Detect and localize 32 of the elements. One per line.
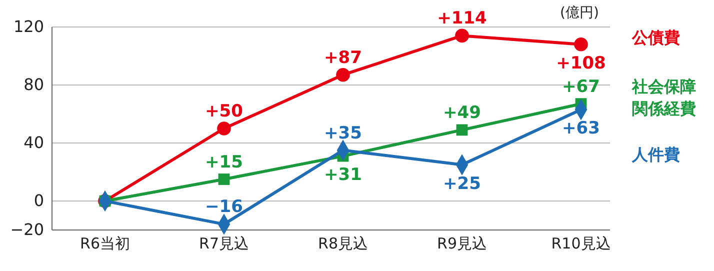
y-tick-label: 120	[13, 17, 44, 36]
x-tick-label: R9見込	[437, 234, 487, 253]
data-label: +63	[562, 118, 600, 139]
point	[336, 68, 350, 82]
data-label: +87	[324, 48, 362, 68]
data-label: +114	[437, 8, 488, 29]
data-label: +67	[562, 76, 600, 97]
point	[218, 174, 230, 185]
text: (億円)	[560, 5, 599, 21]
data-label: +49	[443, 102, 481, 123]
y-tick-label: −20	[10, 220, 44, 240]
x-tick-label: R6当初	[80, 234, 130, 253]
x-tick-label: R8見込	[318, 234, 368, 253]
text: 公債費	[631, 28, 680, 47]
data-label: +25	[443, 174, 481, 194]
y-tick-label: 80	[24, 75, 44, 94]
y-tick-label: 0	[34, 191, 44, 210]
data-label: −16	[205, 197, 243, 218]
data-label: +31	[324, 165, 362, 186]
point	[455, 28, 469, 43]
x-tick-label: R7見込	[199, 234, 249, 253]
text: 人件費	[631, 145, 680, 164]
point	[574, 38, 588, 52]
y-tick-label: 40	[24, 133, 44, 152]
data-label: +35	[324, 123, 362, 144]
point	[217, 122, 231, 136]
data-label: +108	[556, 53, 606, 74]
point	[456, 124, 468, 136]
text: 社会保障関係経費	[631, 77, 696, 118]
data-label: +15	[205, 152, 243, 172]
data-label: +50	[205, 102, 244, 122]
x-tick-label: R10見込	[551, 234, 611, 253]
